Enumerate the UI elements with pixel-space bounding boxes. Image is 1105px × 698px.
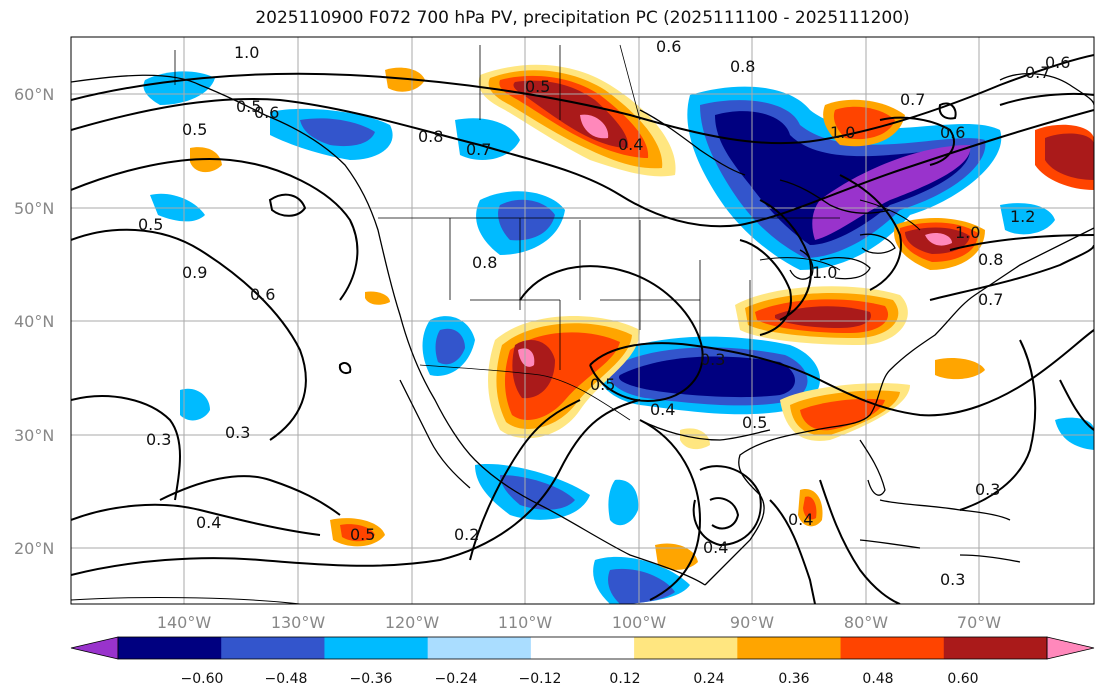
figure-title: 2025110900 F072 700 hPa PV, precipitatio… [255, 8, 910, 28]
contour-label: 0.8 [978, 250, 1003, 269]
contour-label: 0.7 [466, 140, 491, 159]
colorbar-segment [530, 637, 635, 659]
pv-contours [71, 54, 1094, 604]
contour-label: 0.4 [650, 400, 675, 419]
colorbar-segment [324, 637, 429, 659]
lon-label-80: 80°W [844, 613, 888, 632]
colorbar-tick: 0.12 [609, 671, 640, 687]
lon-label-130: 130°W [271, 613, 326, 632]
latitude-labels: 60°N 50°N 40°N 30°N 20°N [14, 85, 54, 558]
colorbar-tick: 0.36 [778, 671, 809, 687]
contour-label: 0.7 [1025, 63, 1050, 82]
contour-label: 0.3 [940, 570, 965, 589]
political-borders [174, 44, 840, 421]
contour-label: 0.5 [525, 77, 550, 96]
contour-label: 0.3 [225, 423, 250, 442]
contour-label: 1.2 [1010, 207, 1035, 226]
contour-label: 0.6 [656, 37, 681, 56]
colorbar-segment [427, 637, 532, 659]
coastlines [71, 73, 1094, 586]
lat-label-30: 30°N [14, 426, 54, 445]
colorbar-frame [117, 636, 1048, 660]
contour-label: 0.5 [236, 97, 261, 116]
colorbar-under-arrow [70, 636, 119, 660]
colorbar-tick: −0.12 [519, 671, 562, 687]
colorbar-segment [737, 637, 842, 659]
lon-label-90: 90°W [730, 613, 774, 632]
contour-label: 0.8 [730, 57, 755, 76]
contour-label-group: 1.0 0.5 0.5 0.6 0.8 0.7 0.5 0.4 0.6 1.0 … [138, 37, 1070, 589]
contour-label: 0.8 [472, 253, 497, 272]
contour-label: 1.0 [812, 263, 837, 282]
pv-contours-thin [71, 199, 921, 604]
contour-label: 0.5 [182, 120, 207, 139]
colorbar-segment [118, 637, 222, 659]
lat-label-40: 40°N [14, 312, 54, 331]
contour-label: 0.5 [350, 525, 375, 544]
contour-label: 0.5 [742, 413, 767, 432]
lon-label-70: 70°W [957, 613, 1001, 632]
contour-label: 0.8 [418, 127, 443, 146]
colorbar-tick: −0.60 [181, 671, 224, 687]
lon-label-100: 100°W [612, 613, 667, 632]
colorbar-tick: 0.48 [862, 671, 893, 687]
contour-label: 0.2 [454, 525, 479, 544]
colorbar-tick: −0.48 [265, 671, 308, 687]
map-frame [70, 36, 1095, 605]
colorbar-tick: −0.36 [350, 671, 393, 687]
contour-label: 0.3 [975, 480, 1000, 499]
colorbar-tick: −0.24 [435, 671, 478, 687]
map-area: 1.0 0.5 0.5 0.6 0.8 0.7 0.5 0.4 0.6 1.0 … [71, 37, 1094, 604]
contour-label: 0.6 [940, 123, 965, 142]
colorbar [70, 636, 1095, 660]
lon-label-140: 140°W [157, 613, 212, 632]
contour-label: 1.0 [830, 123, 855, 142]
graticule [71, 37, 1094, 604]
contour-label: 0.4 [703, 538, 728, 557]
contour-label: 0.3 [146, 430, 171, 449]
contour-label: 0.4 [196, 513, 221, 532]
contour-label: 0.6 [254, 103, 279, 122]
longitude-labels: 140°W 130°W 120°W 110°W 100°W 90°W 80°W … [157, 613, 1001, 632]
contour-label: 0.5 [138, 215, 163, 234]
contour-label: 0.6 [1045, 53, 1070, 72]
lon-label-110: 110°W [498, 613, 553, 632]
contour-label: 0.9 [182, 263, 207, 282]
colorbar-tick-labels: −0.60 −0.48 −0.36 −0.24 −0.12 0.12 0.24 … [181, 671, 979, 687]
contour-label: 0.7 [900, 90, 925, 109]
colorbar-segment [221, 637, 325, 659]
colorbar-over-arrow [1046, 636, 1095, 660]
colorbar-tick: 0.60 [947, 671, 978, 687]
contour-label: 1.0 [234, 43, 259, 62]
contour-label: 0.3 [700, 350, 725, 369]
contour-label: 1.0 [955, 223, 980, 242]
lat-label-20: 20°N [14, 539, 54, 558]
contour-label: 0.6 [250, 285, 275, 304]
lat-label-60: 60°N [14, 85, 54, 104]
lat-label-50: 50°N [14, 199, 54, 218]
contour-label: 0.7 [978, 290, 1003, 309]
contour-label: 0.4 [618, 135, 643, 154]
contour-label: 0.5 [590, 375, 615, 394]
precip-shading [143, 64, 1094, 604]
contour-label: 0.4 [788, 510, 813, 529]
lon-label-120: 120°W [385, 613, 440, 632]
colorbar-segment [634, 637, 738, 659]
colorbar-segment [840, 637, 945, 659]
colorbar-tick: 0.24 [693, 671, 724, 687]
colorbar-segment [943, 637, 1048, 659]
